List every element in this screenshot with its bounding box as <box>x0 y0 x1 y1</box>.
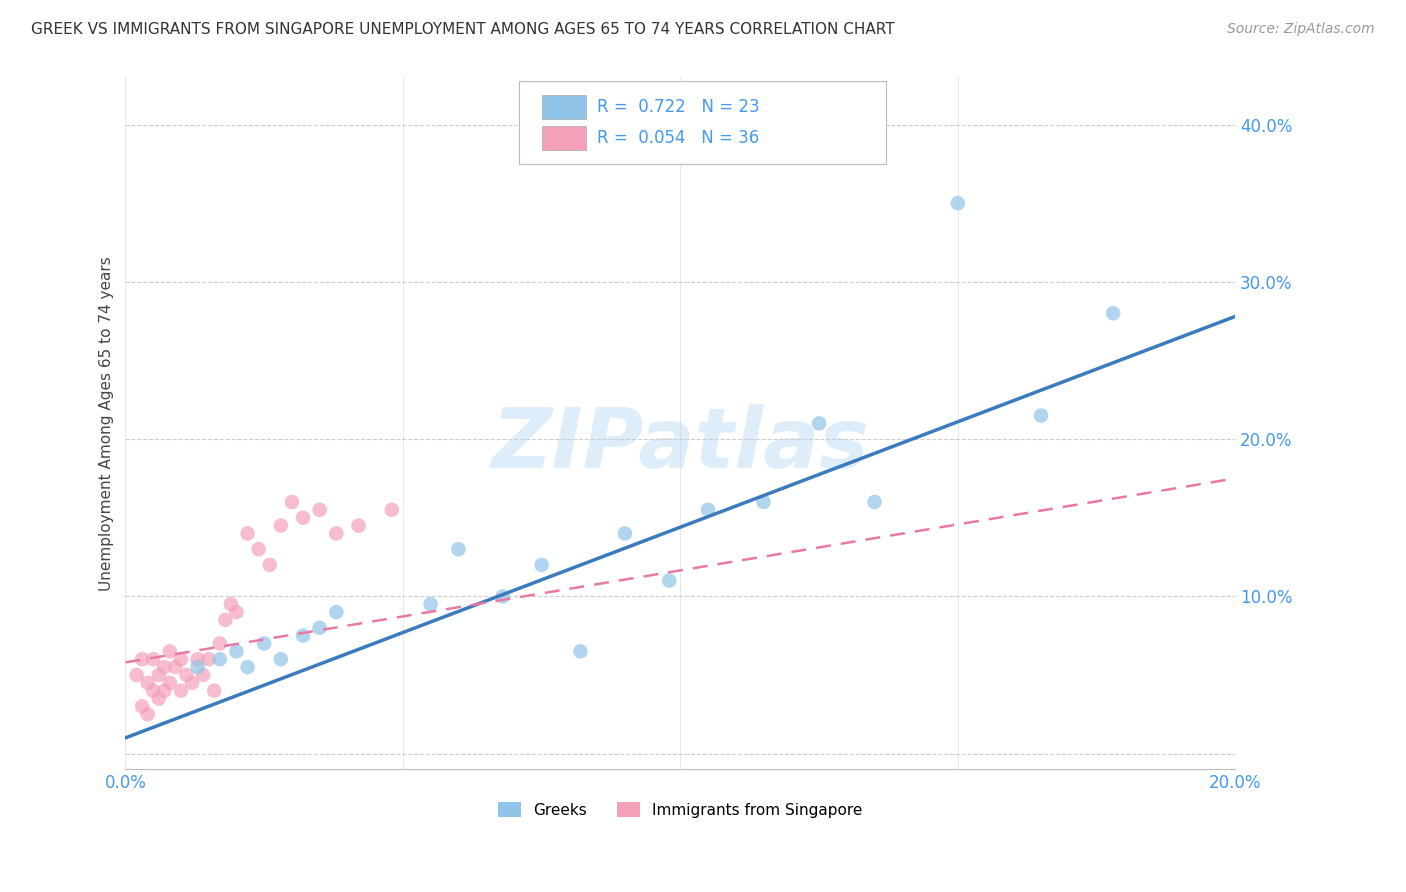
Point <box>148 691 170 706</box>
Point <box>292 629 315 643</box>
Text: Source: ZipAtlas.com: Source: ZipAtlas.com <box>1227 22 1375 37</box>
Point <box>202 683 225 698</box>
Text: GREEK VS IMMIGRANTS FROM SINGAPORE UNEMPLOYMENT AMONG AGES 65 TO 74 YEARS CORREL: GREEK VS IMMIGRANTS FROM SINGAPORE UNEMP… <box>31 22 894 37</box>
Point <box>153 683 176 698</box>
Point <box>181 675 204 690</box>
Y-axis label: Unemployment Among Ages 65 to 74 years: Unemployment Among Ages 65 to 74 years <box>100 256 114 591</box>
Point <box>159 644 181 658</box>
Point <box>253 636 276 650</box>
Point <box>492 590 515 604</box>
Point <box>131 652 153 666</box>
Point <box>225 605 247 619</box>
FancyBboxPatch shape <box>519 81 886 164</box>
Point <box>325 526 347 541</box>
Point <box>946 196 969 211</box>
Point <box>1029 409 1052 423</box>
Point <box>170 683 193 698</box>
FancyBboxPatch shape <box>541 126 586 150</box>
Point <box>308 621 330 635</box>
FancyBboxPatch shape <box>541 95 586 119</box>
Point <box>808 417 831 431</box>
Text: ZIPatlas: ZIPatlas <box>492 403 869 484</box>
Point <box>136 707 159 722</box>
Text: R =  0.722   N = 23: R = 0.722 N = 23 <box>598 98 759 116</box>
Text: R =  0.054   N = 36: R = 0.054 N = 36 <box>598 129 759 147</box>
Point <box>159 675 181 690</box>
Point <box>325 605 347 619</box>
Point <box>214 613 236 627</box>
Point <box>613 526 636 541</box>
Point <box>165 660 187 674</box>
Point <box>247 542 270 557</box>
Point <box>259 558 281 572</box>
Point <box>270 652 292 666</box>
Point <box>347 518 370 533</box>
Point <box>419 597 441 611</box>
Point <box>153 660 176 674</box>
Point <box>191 668 214 682</box>
Point <box>1102 306 1125 320</box>
Point <box>752 495 775 509</box>
Point <box>208 636 231 650</box>
Point <box>270 518 292 533</box>
Point <box>219 597 242 611</box>
Point <box>281 495 304 509</box>
Point <box>208 652 231 666</box>
Point <box>308 503 330 517</box>
Point <box>197 652 219 666</box>
Point <box>131 699 153 714</box>
Legend: Greeks, Immigrants from Singapore: Greeks, Immigrants from Singapore <box>492 796 869 824</box>
Point <box>697 503 720 517</box>
Point <box>447 542 470 557</box>
Point <box>170 652 193 666</box>
Point <box>176 668 198 682</box>
Point <box>658 574 681 588</box>
Point <box>142 683 165 698</box>
Point <box>863 495 886 509</box>
Point <box>569 644 592 658</box>
Point <box>148 668 170 682</box>
Point <box>530 558 553 572</box>
Point <box>381 503 404 517</box>
Point <box>225 644 247 658</box>
Point <box>292 510 315 524</box>
Point <box>142 652 165 666</box>
Point <box>236 526 259 541</box>
Point <box>187 652 209 666</box>
Point <box>187 660 209 674</box>
Point <box>136 675 159 690</box>
Point <box>125 668 148 682</box>
Point <box>236 660 259 674</box>
